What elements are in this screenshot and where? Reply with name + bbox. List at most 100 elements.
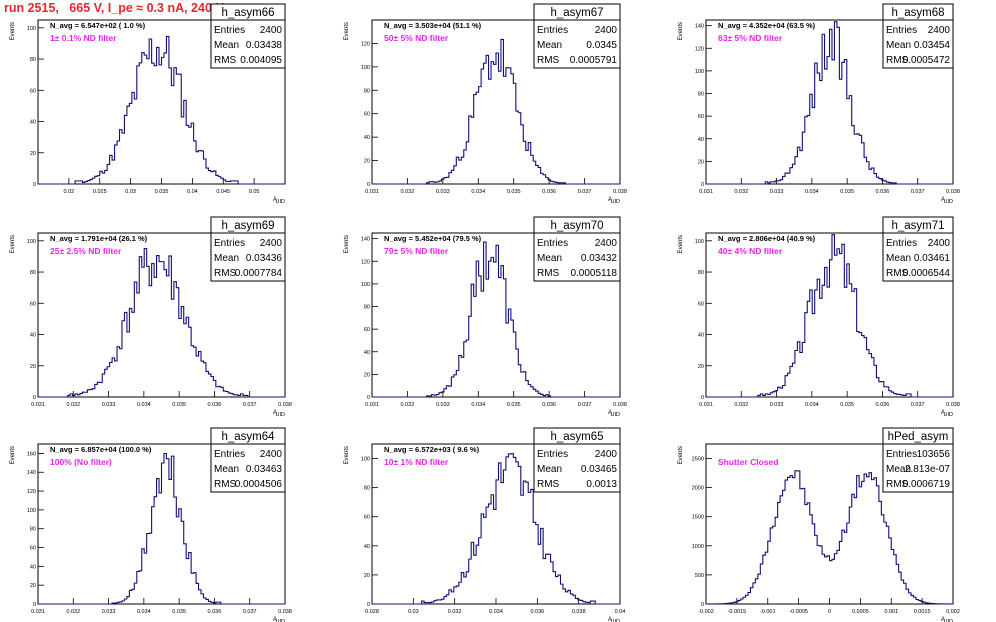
x-tick-label: 0.031 (31, 402, 45, 408)
x-axis-label-subscript: UID (276, 199, 286, 205)
y-tick-label: 100 (27, 239, 36, 245)
histogram-panel: 0.028 0.03 0.032 0.034 0.036 0.038 0.04 0 20 40 60… (344, 427, 625, 622)
filter-label: Shutter Closed (718, 457, 778, 467)
x-tick-label: 0.038 (572, 609, 586, 615)
y-tick-label: 0 (367, 602, 370, 608)
stats-label: Entries (537, 25, 568, 36)
x-tick-label: 0.032 (66, 609, 80, 615)
x-tick-label: 0.034 (805, 402, 819, 408)
plot-frame (371, 19, 621, 185)
filter-label: 10± 1% ND filter (384, 457, 449, 467)
stats-value: 0.03438 (246, 40, 283, 51)
y-tick-label: 160 (27, 451, 36, 457)
stats-label: Entries (886, 449, 917, 460)
x-tick-label: 0.033 (102, 402, 116, 408)
y-tick-label: 40 (698, 137, 704, 143)
x-tick-label: 0.037 (243, 402, 257, 408)
histogram-line (705, 470, 954, 605)
y-tick-label: 100 (27, 508, 36, 514)
y-tick-label: 120 (361, 259, 370, 265)
y-tick-label: 120 (27, 489, 36, 495)
y-tick-label: 20 (698, 159, 704, 165)
stats-value: 0.03463 (246, 464, 283, 475)
stats-box: h_asym67 Entries 2400 Mean 0.0345 RMS 0.000579… (533, 3, 621, 69)
y-tick-label: 0 (701, 395, 704, 401)
stats-value: 0.0005472 (903, 55, 951, 66)
y-tick-label: 1000 (692, 544, 704, 550)
x-tick-label: 0.031 (31, 609, 45, 615)
y-axis-label: Events (678, 235, 684, 253)
y-axis-label: Events (678, 22, 684, 40)
stats-label: Mean (886, 464, 911, 475)
x-tick-label: 0.038 (278, 402, 292, 408)
stats-label: RMS (886, 268, 909, 279)
stats-label: Entries (537, 449, 568, 460)
y-axis-label: Events (10, 446, 16, 464)
stats-box: h_asym65 Entries 2400 Mean 0.03465 RMS 0.0013 (533, 427, 621, 493)
histogram-panel: 0.031 0.032 0.033 0.034 0.035 0.036 0.037 0.038… (678, 3, 960, 205)
stats-label: RMS (886, 55, 909, 66)
y-tick-label: 100 (695, 239, 704, 245)
x-tick-label: 0.036 (208, 609, 222, 615)
stats-label: RMS (214, 55, 237, 66)
histogram-name: h_asym70 (550, 220, 603, 232)
y-tick-label: 0 (701, 602, 704, 608)
histogram-panel: 0.031 0.032 0.033 0.034 0.035 0.036 0.037 0.038… (10, 216, 292, 418)
stats-label: Entries (537, 238, 568, 249)
filter-label: 25± 2.5% ND filter (50, 246, 122, 256)
y-tick-label: 120 (361, 41, 370, 47)
stats-label: Mean (886, 253, 911, 264)
x-axis-label: A (941, 410, 945, 416)
histogram-name: h_asym67 (550, 7, 603, 19)
y-tick-label: 140 (361, 237, 370, 243)
stats-value: 0.0345 (586, 40, 617, 51)
histogram-panel: -0.002 -0.0015 -0.001 -0.0005 0 0.0005 0.001 0.… (678, 427, 960, 622)
y-tick-label: 120 (695, 46, 704, 52)
x-tick-label: 0.034 (805, 189, 819, 195)
stats-value: 0.03461 (914, 253, 951, 264)
x-tick-label: 0.028 (365, 609, 379, 615)
histogram-panel: 0.031 0.032 0.033 0.034 0.035 0.036 0.037 0.038… (344, 216, 627, 418)
y-tick-label: 60 (30, 301, 36, 307)
stats-box-frame (210, 3, 286, 69)
y-tick-label: 0 (367, 182, 370, 188)
stats-value: 2400 (595, 25, 618, 36)
histogram-name: h_asym65 (550, 431, 603, 443)
stats-value: 0.03432 (581, 253, 618, 264)
histogram-line (706, 21, 953, 185)
plot-frame (37, 443, 286, 605)
histogram-name: hPed_asym (888, 431, 949, 443)
x-tick-label: 0.032 (401, 189, 415, 195)
stats-value: 0.0005118 (570, 268, 617, 279)
stats-label: RMS (214, 479, 237, 490)
x-axis-label-subscript: UID (611, 199, 621, 205)
x-tick-label: 0.0005 (852, 609, 869, 615)
histogram-line (38, 248, 285, 398)
stats-value: 103656 (917, 449, 951, 460)
x-axis-label: A (608, 197, 612, 203)
n-avg-annotation: N_avg = 5.452e+04 (79.5 %) (384, 234, 482, 243)
x-tick-label: 0.035 (172, 609, 186, 615)
stats-box: h_asym69 Entries 2400 Mean 0.03436 RMS0.00077… (210, 216, 286, 282)
x-axis-label-subscript: UID (276, 619, 286, 622)
stats-box-frame (533, 3, 621, 69)
y-tick-label: 40 (698, 333, 704, 339)
stats-value: 0.03454 (914, 40, 951, 51)
stats-value: 0.004095 (240, 55, 282, 66)
stats-box: h_asym71 Entries 2400 Mean 0.03461 RMS0.00065… (882, 216, 954, 282)
x-tick-label: 0.032 (448, 609, 462, 615)
x-axis-label-subscript: UID (611, 619, 621, 622)
stats-box: h_asym70 Entries 2400 Mean 0.03432 RMS 0.00051… (533, 216, 621, 282)
x-tick-label: 0.034 (471, 189, 485, 195)
x-tick-label: 0.035 (840, 189, 854, 195)
x-axis-label: A (273, 617, 277, 622)
stats-box-frame (533, 216, 621, 282)
x-tick-label: 0.035 (507, 402, 521, 408)
y-tick-label: 40 (364, 135, 370, 141)
filter-label: 79± 5% ND filter (384, 246, 449, 256)
stats-box-frame (533, 427, 621, 493)
y-tick-label: 80 (364, 486, 370, 492)
x-tick-label: 0.038 (946, 402, 960, 408)
x-tick-label: 0.034 (137, 609, 151, 615)
